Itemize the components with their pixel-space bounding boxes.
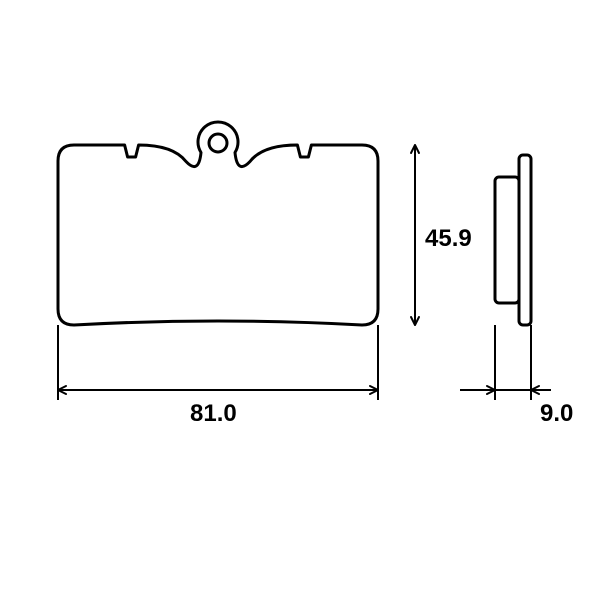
height-dimension-label: 45.9 bbox=[425, 225, 472, 253]
thickness-dimension-label: 9.0 bbox=[540, 400, 573, 428]
width-dimension-label: 81.0 bbox=[190, 400, 237, 428]
drawing-svg bbox=[0, 0, 600, 600]
technical-drawing-canvas: 81.0 45.9 9.0 bbox=[0, 0, 600, 600]
